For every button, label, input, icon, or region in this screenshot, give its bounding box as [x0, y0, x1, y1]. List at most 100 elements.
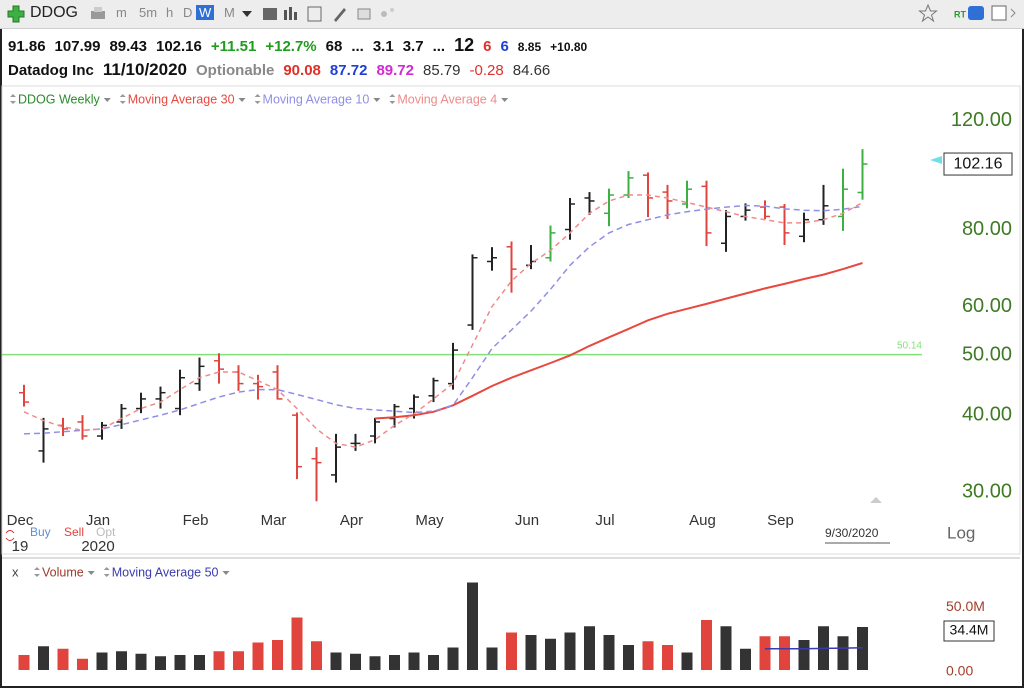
volume-bar	[837, 636, 849, 670]
x-tick-label: Apr	[340, 512, 363, 529]
print-icon[interactable]	[90, 6, 106, 22]
x-year-label: 19	[12, 538, 29, 555]
last-price-label: 102.16	[954, 155, 1003, 172]
volume-bar	[369, 656, 381, 670]
x-tick-label: Mar	[261, 512, 287, 529]
legend-dropdown[interactable]	[238, 98, 246, 102]
volume-bar	[720, 626, 732, 670]
y-tick-label: 30.00	[962, 480, 1012, 502]
last-volume-label: 34.4M	[950, 622, 989, 638]
legend-entry[interactable]: Moving Average 50	[112, 565, 219, 579]
volume-bar	[18, 655, 30, 670]
horizontal-line-label: 50.14	[897, 340, 922, 351]
y-tick-label: 80.00	[962, 218, 1012, 240]
close-button[interactable]: x	[12, 564, 19, 579]
volume-bar	[525, 635, 537, 670]
legend-marker[interactable]	[254, 94, 261, 104]
volume-bar	[155, 656, 166, 670]
legend-marker[interactable]	[119, 94, 126, 104]
quote-value: 89.43	[109, 38, 147, 55]
volume-bar	[252, 642, 264, 670]
trade-icon[interactable]	[5, 530, 15, 541]
quote-value: 3.1	[372, 38, 394, 55]
volume-bar	[584, 626, 595, 670]
x-tick-label: Sep	[767, 512, 794, 529]
right-icons[interactable]: RT	[918, 3, 1018, 25]
legend-entry[interactable]: Volume	[42, 565, 84, 579]
buy-button[interactable]: Buy	[30, 525, 51, 539]
volume-bar	[564, 632, 576, 670]
legend-dropdown[interactable]	[222, 571, 230, 575]
scroll-marker	[870, 497, 882, 503]
timeframe-button[interactable]: W	[196, 5, 215, 20]
volume-bar	[77, 658, 88, 670]
volume-bar	[623, 645, 634, 670]
legend-entry[interactable]: Moving Average 30	[128, 92, 235, 106]
legend-dropdown[interactable]	[373, 98, 381, 102]
quote-value: +12.7%	[265, 38, 317, 55]
legend-dropdown[interactable]	[103, 98, 111, 102]
quote-value: 87.72	[329, 62, 368, 79]
timeframe-button[interactable]: 5m	[139, 5, 158, 20]
volume-bar	[389, 655, 400, 670]
legend-marker[interactable]	[389, 94, 396, 104]
quote-value: 12	[454, 35, 475, 55]
volume-bar	[428, 655, 439, 670]
quote-value: Optionable	[196, 62, 275, 79]
x-tick-label: Jan	[86, 512, 110, 529]
volume-bar	[447, 647, 459, 670]
y-tick-label: 60.00	[962, 295, 1012, 317]
volume-bar	[233, 651, 244, 670]
volume-bar	[408, 652, 420, 670]
legend-dropdown[interactable]	[87, 571, 95, 575]
volume-bar	[330, 652, 342, 670]
moving-average-line	[23, 194, 863, 448]
legend-dropdown[interactable]	[501, 98, 509, 102]
opt-button[interactable]: Opt	[96, 525, 116, 539]
svg-text:RT: RT	[954, 9, 966, 19]
symbol[interactable]: DDOG	[30, 4, 78, 21]
quote-value: ...	[351, 38, 364, 55]
quote-value: 3.7	[402, 38, 424, 55]
volume-bar	[350, 653, 361, 670]
volume-bar	[662, 645, 673, 670]
quote-value: -0.28	[469, 62, 504, 79]
quote-value: 91.86	[8, 38, 46, 55]
legend-marker[interactable]	[103, 567, 110, 577]
sell-button[interactable]: Sell	[64, 525, 84, 539]
x-tick-label: Jul	[595, 512, 614, 529]
quote-value: Datadog Inc	[8, 62, 94, 79]
quote-row: 91.86 107.99 89.43 102.16 +11.51 +12.7% 68... 3…	[8, 35, 587, 56]
volume-bar	[57, 648, 69, 670]
legend-entry[interactable]: Moving Average 10	[263, 92, 370, 106]
legend-marker[interactable]	[34, 567, 40, 577]
timeframe-button[interactable]: M	[224, 5, 235, 20]
quote-value: 68	[325, 38, 343, 55]
scale-label[interactable]: Log	[947, 523, 975, 542]
y-tick-label: 50.0M	[946, 598, 985, 614]
y-tick-label: 0.00	[946, 663, 973, 679]
moving-average-line	[23, 204, 863, 435]
volume-bar	[779, 636, 790, 670]
volume-bar	[174, 655, 186, 670]
date-label: 9/30/2020	[825, 526, 879, 540]
volume-bar	[213, 651, 225, 670]
moving-average-line	[374, 262, 863, 420]
timeframe-button[interactable]: m	[116, 5, 127, 20]
add-icon[interactable]	[6, 4, 26, 24]
legend-entry[interactable]: Moving Average 4	[397, 92, 497, 106]
volume-bar	[798, 640, 810, 670]
timeframe-button[interactable]: h	[166, 5, 174, 20]
y-tick-label: 50.00	[962, 344, 1012, 366]
legend-marker[interactable]	[10, 94, 16, 104]
timeframe-button[interactable]: D	[183, 5, 193, 20]
toolbar: DDOG m 5m h D W M RT	[0, 0, 1024, 29]
tool-icons[interactable]	[262, 4, 412, 24]
quote-value: 107.99	[54, 38, 101, 55]
dropdown-arrow[interactable]	[242, 11, 252, 22]
x-tick-label: Aug	[689, 512, 716, 529]
legend-entry[interactable]: DDOG Weekly	[18, 92, 100, 106]
last-price-box	[943, 152, 1013, 176]
